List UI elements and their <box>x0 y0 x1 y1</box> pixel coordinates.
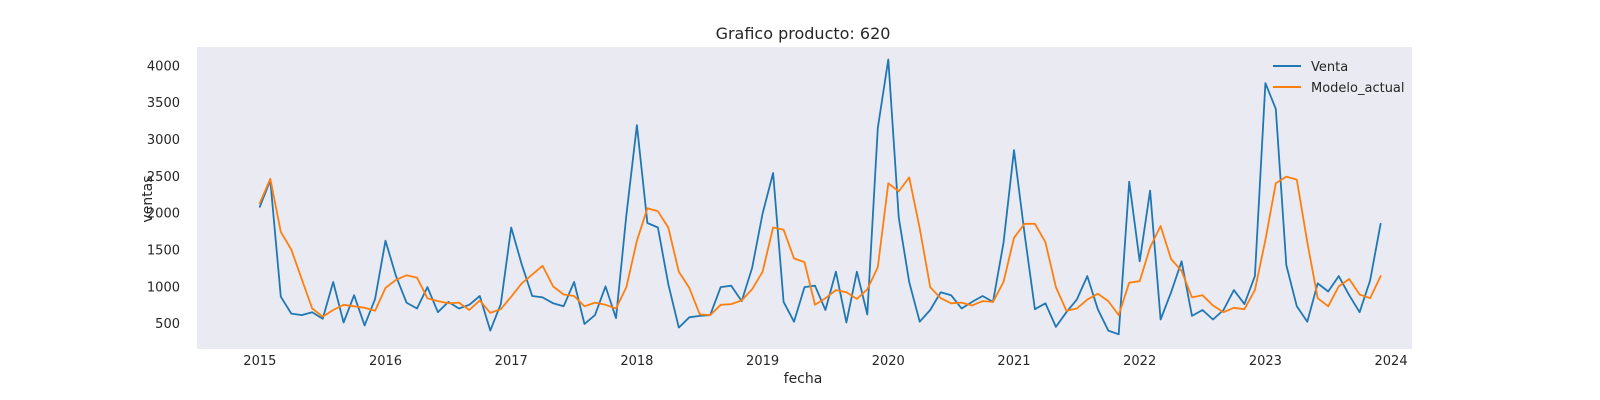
series-lines <box>258 58 1382 336</box>
chart-title: Grafico producto: 620 <box>716 24 891 43</box>
x-tick-label: 2021 <box>997 354 1030 369</box>
x-tick-label: 2023 <box>1249 354 1282 369</box>
x-tick-label: 2018 <box>620 354 653 369</box>
y-tick-label: 4000 <box>147 59 180 74</box>
legend: Venta Modelo_actual <box>1273 60 1405 96</box>
series-line-modelo-actual <box>258 175 1382 318</box>
x-tick-label: 2019 <box>746 354 779 369</box>
legend-label-venta: Venta <box>1311 60 1348 75</box>
x-axis: 2015 2016 2017 2018 2019 2020 2021 2022 2023 2024 <box>243 354 1407 369</box>
x-tick-label: 2022 <box>1123 354 1156 369</box>
y-tick-label: 3500 <box>147 96 180 111</box>
y-tick-label: 2000 <box>147 207 180 222</box>
y-axis: 500 1000 1500 2000 2500 3000 3500 4000 <box>147 59 180 332</box>
y-tick-label: 1500 <box>147 244 180 259</box>
legend-label-modelo-actual: Modelo_actual <box>1311 81 1405 96</box>
x-axis-label: fecha <box>784 371 823 387</box>
y-tick-label: 1000 <box>147 280 180 295</box>
x-tick-label: 2024 <box>1375 354 1408 369</box>
x-tick-label: 2015 <box>243 354 276 369</box>
y-axis-label: ventas <box>140 175 156 222</box>
x-tick-label: 2016 <box>369 354 402 369</box>
y-tick-label: 2500 <box>147 170 180 185</box>
y-tick-label: 500 <box>155 317 180 332</box>
x-tick-label: 2020 <box>872 354 905 369</box>
x-tick-label: 2017 <box>495 354 528 369</box>
y-tick-label: 3000 <box>147 133 180 148</box>
plot-area <box>197 47 1412 349</box>
